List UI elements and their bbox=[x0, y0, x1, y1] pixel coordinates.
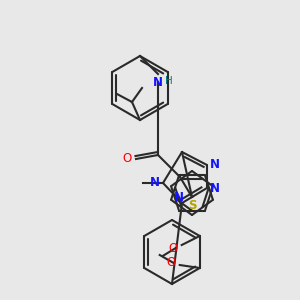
Text: S: S bbox=[188, 199, 196, 212]
Text: O: O bbox=[167, 256, 176, 269]
Text: N: N bbox=[153, 76, 163, 89]
Text: H: H bbox=[165, 76, 173, 86]
Text: N: N bbox=[210, 158, 220, 172]
Text: O: O bbox=[123, 152, 132, 166]
Text: N: N bbox=[174, 191, 184, 204]
Text: N: N bbox=[150, 176, 160, 190]
Text: O: O bbox=[169, 242, 178, 254]
Text: N: N bbox=[210, 182, 220, 194]
